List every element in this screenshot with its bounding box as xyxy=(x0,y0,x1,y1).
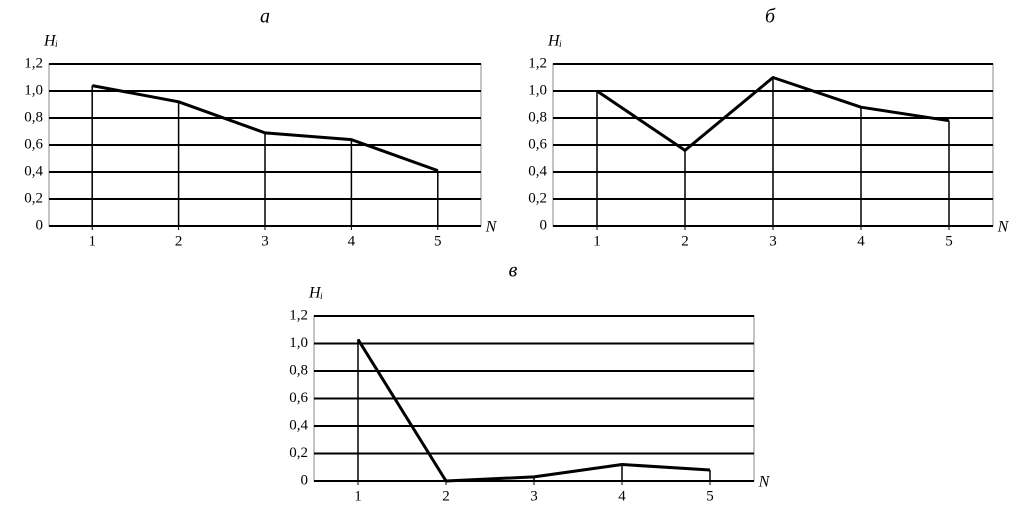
y-tick-label: 0,4 xyxy=(24,163,43,179)
y-tick-label: 1,0 xyxy=(24,82,43,98)
x-tick-label: 3 xyxy=(261,233,269,249)
x-tick-label: 5 xyxy=(706,488,714,504)
x-tick-label: 1 xyxy=(354,488,362,504)
x-tick-label: 1 xyxy=(88,233,96,249)
y-tick-label: 0,2 xyxy=(528,190,547,206)
data-line xyxy=(596,76,950,152)
y-tick-label: 0,6 xyxy=(24,136,43,152)
x-tick-label: 5 xyxy=(434,233,442,249)
x-tick-label: 4 xyxy=(857,233,865,249)
y-tick-label: 1,2 xyxy=(289,307,308,323)
y-tick-label: 0,8 xyxy=(528,109,547,125)
chart-title: б xyxy=(765,6,776,28)
y-tick-label: 0,6 xyxy=(528,136,547,152)
y-tick-label: 1,2 xyxy=(528,55,547,71)
x-tick-label: 2 xyxy=(175,233,183,249)
x-axis-label: N xyxy=(997,219,1010,236)
chart-title: в xyxy=(509,260,518,282)
x-tick-label: 2 xyxy=(442,488,450,504)
y-tick-label: 0,4 xyxy=(528,163,547,179)
y-axis-label: Hᵢ xyxy=(308,285,323,302)
x-axis-label: N xyxy=(485,219,498,236)
y-tick-label: 0,8 xyxy=(289,362,308,378)
y-tick-label: 0,2 xyxy=(289,445,308,461)
y-tick-label: 0,8 xyxy=(24,109,43,125)
x-axis-label: N xyxy=(758,474,771,491)
x-tick-label: 5 xyxy=(945,233,953,249)
y-axis-label: Hᵢ xyxy=(43,33,58,50)
x-tick-label: 2 xyxy=(681,233,689,249)
x-tick-label: 4 xyxy=(618,488,626,504)
y-tick-label: 0,2 xyxy=(24,190,43,206)
y-tick-label: 1,0 xyxy=(528,82,547,98)
y-tick-label: 0 xyxy=(301,472,309,488)
x-tick-label: 4 xyxy=(348,233,356,249)
y-tick-label: 0,4 xyxy=(289,417,308,433)
y-tick-label: 0,6 xyxy=(289,390,308,406)
y-tick-label: 0 xyxy=(540,217,548,233)
data-line xyxy=(356,338,711,483)
y-tick-label: 1,0 xyxy=(289,335,308,351)
y-tick-label: 0 xyxy=(36,217,44,233)
data-line xyxy=(91,84,439,173)
x-tick-label: 3 xyxy=(769,233,777,249)
y-axis-label: Hᵢ xyxy=(547,33,562,50)
y-tick-label: 1,2 xyxy=(24,55,43,71)
x-tick-label: 1 xyxy=(593,233,601,249)
chart-title: а xyxy=(260,6,270,28)
x-tick-label: 3 xyxy=(530,488,538,504)
